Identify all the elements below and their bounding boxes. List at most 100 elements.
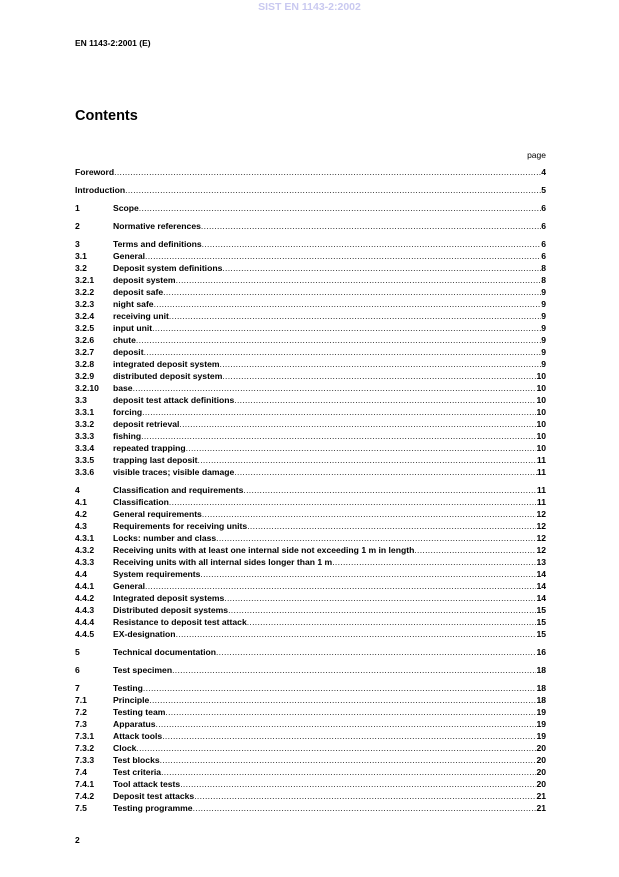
toc-entry[interactable]: 3.2.1 deposit system 8	[75, 274, 546, 286]
toc-entry-page: 15	[536, 617, 546, 627]
toc-entry[interactable]: 4.3.1 Locks: number and class 12	[75, 532, 546, 544]
toc-entry[interactable]: 4.3.2 Receiving units with at least one i…	[75, 544, 546, 556]
toc-entry[interactable]: 7.4.1 Tool attack tests 20	[75, 778, 546, 790]
toc-entry[interactable]: 4.4.5 EX-designation 15	[75, 628, 546, 640]
toc-entry[interactable]: 4.4.1 General 14	[75, 580, 546, 592]
toc-entry-title: Testing team	[113, 707, 166, 717]
toc-entry-title: EX-designation	[113, 629, 176, 639]
toc-entry[interactable]: 3.1 General 6	[75, 250, 546, 262]
toc-entry[interactable]: 7 Testing 18	[75, 682, 546, 694]
toc-entry[interactable]: 3.2.6 chute 9	[75, 334, 546, 346]
toc-entry[interactable]: 3.3.1 forcing 10	[75, 406, 546, 418]
table-of-contents: Foreword 4 Introduction 5 1 Scope 6 2 Normative …	[75, 166, 546, 820]
toc-entry[interactable]: 7.2 Testing team 19	[75, 706, 546, 718]
toc-entry[interactable]: 4.4.2 Integrated deposit systems 14	[75, 592, 546, 604]
toc-entry[interactable]: 4.4 System requirements 14	[75, 568, 546, 580]
toc-entry[interactable]: Introduction 5	[75, 184, 546, 196]
toc-entry[interactable]: 7.3.3 Test blocks 20	[75, 754, 546, 766]
toc-entry[interactable]: 4.3.3 Receiving units with all internal s…	[75, 556, 546, 568]
toc-entry[interactable]: 7.3.1 Attack tools 19	[75, 730, 546, 742]
toc-entry[interactable]: 4.2 General requirements 12	[75, 508, 546, 520]
toc-entry[interactable]: 3.2 Deposit system definitions 8	[75, 262, 546, 274]
toc-entry[interactable]: 3.2.5 input unit 9	[75, 322, 546, 334]
toc-entry-page: 10	[536, 407, 546, 417]
toc-dot-leader	[156, 718, 537, 730]
toc-entry-number: 3.2.4	[75, 311, 95, 321]
toc-dot-leader	[201, 220, 541, 232]
toc-entry[interactable]: 4.3 Requirements for receiving units 12	[75, 520, 546, 532]
toc-entry[interactable]: 3.2.10 base 10	[75, 382, 546, 394]
toc-entry-title: Scope	[113, 203, 139, 213]
toc-entry-page: 9	[541, 347, 546, 357]
toc-entry[interactable]: Foreword 4	[75, 166, 546, 178]
toc-entry-title: Deposit test attacks	[113, 791, 195, 801]
toc-entry-number: 4.4.2	[75, 593, 95, 603]
toc-entry-page: 19	[536, 719, 546, 729]
toc-entry-page: 18	[536, 695, 546, 705]
toc-entry[interactable]: 5 Technical documentation 16	[75, 646, 546, 658]
toc-entry[interactable]: 1 Scope 6	[75, 202, 546, 214]
toc-entry[interactable]: 7.4 Test criteria 20	[75, 766, 546, 778]
toc-entry[interactable]: 3.3.3 fishing 10	[75, 430, 546, 442]
toc-entry-number: 3.2.3	[75, 299, 95, 309]
toc-dot-leader	[176, 628, 537, 640]
toc-entry[interactable]: 7.4.2 Deposit test attacks 21	[75, 790, 546, 802]
toc-entry-page: 12	[536, 533, 546, 543]
toc-entry[interactable]: 4.4.3 Distributed deposit systems 15	[75, 604, 546, 616]
toc-group: Foreword 4	[75, 166, 546, 178]
toc-entry-page: 10	[536, 371, 546, 381]
toc-entry[interactable]: 3.3.5 trapping last deposit 11	[75, 454, 546, 466]
toc-entry-page: 20	[536, 743, 546, 753]
toc-entry[interactable]: 3.3.6 visible traces; visible damage 11	[75, 466, 546, 478]
toc-dot-leader	[180, 778, 536, 790]
toc-entry[interactable]: 3.3 deposit test attack definitions 10	[75, 394, 546, 406]
toc-entry[interactable]: 3.3.4 repeated trapping 10	[75, 442, 546, 454]
toc-entry[interactable]: 4.1 Classification 11	[75, 496, 546, 508]
toc-entry-page: 12	[536, 509, 546, 519]
toc-entry-page: 10	[536, 395, 546, 405]
toc-entry-page: 11	[536, 467, 546, 477]
toc-entry[interactable]: 7.3 Apparatus 19	[75, 718, 546, 730]
toc-entry[interactable]: 3.2.8 integrated deposit system 9	[75, 358, 546, 370]
toc-entry[interactable]: 3 Terms and definitions 6	[75, 238, 546, 250]
toc-entry[interactable]: 7.3.2 Clock 20	[75, 742, 546, 754]
toc-entry-number: 4.3.1	[75, 533, 95, 543]
toc-entry-number: 3.3.3	[75, 431, 95, 441]
toc-entry[interactable]: 3.2.2 deposit safe 9	[75, 286, 546, 298]
toc-dot-leader	[332, 556, 536, 568]
toc-entry[interactable]: 3.2.9 distributed deposit system 10	[75, 370, 546, 382]
toc-entry-title: deposit	[113, 347, 144, 357]
toc-dot-leader	[143, 682, 537, 694]
page-title: Contents	[75, 108, 138, 124]
toc-entry-page: 21	[536, 803, 546, 813]
toc-entry[interactable]: 2 Normative references 6	[75, 220, 546, 232]
toc-entry[interactable]: 3.2.3 night safe 9	[75, 298, 546, 310]
toc-dot-leader	[114, 166, 541, 178]
toc-dot-leader	[160, 754, 537, 766]
page-column-label: page	[527, 150, 546, 160]
toc-entry-number: 3.3	[75, 395, 87, 405]
toc-dot-leader	[149, 694, 536, 706]
toc-entry[interactable]: 3.3.2 deposit retrieval 10	[75, 418, 546, 430]
toc-entry-number: 3.2	[75, 263, 87, 273]
toc-entry[interactable]: 4 Classification and requirements 11	[75, 484, 546, 496]
toc-entry[interactable]: 4.4.4 Resistance to deposit test attack 15	[75, 616, 546, 628]
toc-dot-leader	[186, 442, 537, 454]
toc-entry[interactable]: 3.2.7 deposit 9	[75, 346, 546, 358]
toc-entry-number: 7.3.2	[75, 743, 95, 753]
toc-entry[interactable]: 7.5 Testing programme 21	[75, 802, 546, 814]
page-number: 2	[75, 835, 80, 845]
toc-entry[interactable]: 3.2.4 receiving unit 9	[75, 310, 546, 322]
toc-entry-title: Introduction	[75, 185, 126, 195]
toc-dot-leader	[216, 646, 536, 658]
toc-dot-leader	[414, 544, 536, 556]
toc-entry-page: 6	[541, 251, 546, 261]
toc-entry-number: 4.4	[75, 569, 87, 579]
toc-entry[interactable]: 6 Test specimen 18	[75, 664, 546, 676]
toc-entry-title: Test blocks	[113, 755, 160, 765]
toc-entry-page: 20	[536, 779, 546, 789]
toc-entry[interactable]: 7.1 Principle 18	[75, 694, 546, 706]
toc-dot-leader	[142, 406, 536, 418]
toc-entry-number: 7.3.1	[75, 731, 95, 741]
toc-entry-number: 3.2.8	[75, 359, 95, 369]
